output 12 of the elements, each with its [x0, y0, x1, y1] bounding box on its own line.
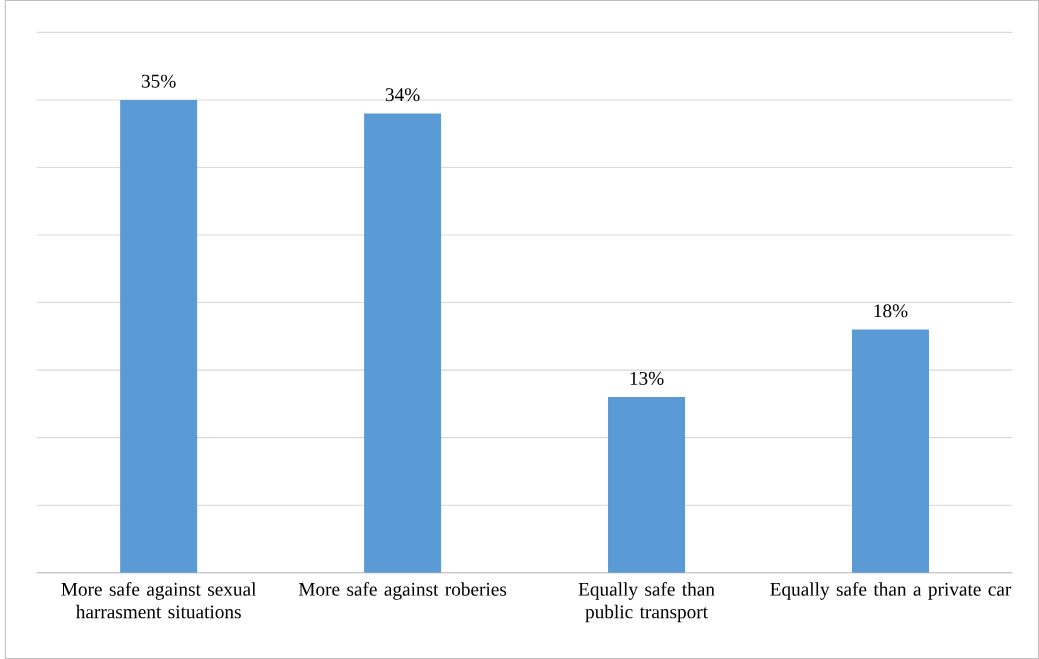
x-tick-label: Equally safe than public transport [578, 582, 715, 623]
data-label: 18% [874, 304, 908, 318]
x-tick-label: Equally safe than a private car [770, 582, 1012, 600]
data-label: 13% [630, 371, 664, 385]
x-tick-label: More safe against sexual harrasment situations [61, 582, 257, 619]
bar [364, 113, 442, 573]
x-tick-label: More safe against roberies [298, 582, 507, 600]
bar [120, 99, 198, 573]
data-label: 35% [141, 74, 176, 88]
data-label: 34% [385, 88, 420, 102]
bar [851, 329, 929, 573]
bar [608, 397, 686, 573]
